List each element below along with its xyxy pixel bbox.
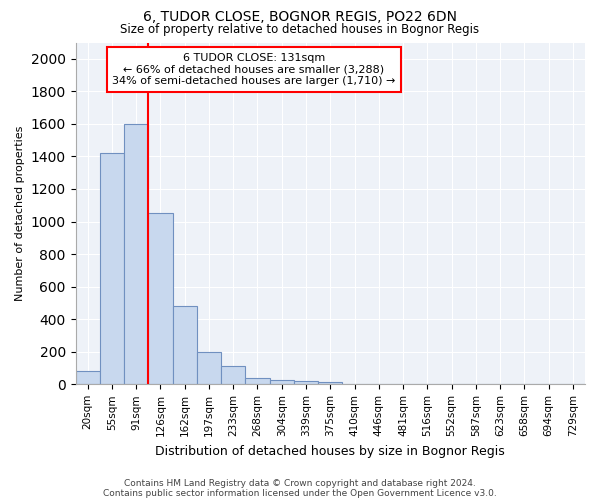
X-axis label: Distribution of detached houses by size in Bognor Regis: Distribution of detached houses by size …: [155, 444, 505, 458]
Y-axis label: Number of detached properties: Number of detached properties: [15, 126, 25, 301]
Bar: [76, 372, 100, 384]
Text: Contains HM Land Registry data © Crown copyright and database right 2024.: Contains HM Land Registry data © Crown c…: [124, 478, 476, 488]
Text: 6 TUDOR CLOSE: 131sqm
← 66% of detached houses are smaller (3,288)
34% of semi-d: 6 TUDOR CLOSE: 131sqm ← 66% of detached …: [112, 53, 395, 86]
Bar: [148, 214, 173, 384]
Bar: [221, 366, 245, 384]
Bar: [294, 381, 318, 384]
Bar: [245, 378, 269, 384]
Bar: [197, 352, 221, 384]
Bar: [173, 306, 197, 384]
Bar: [100, 153, 124, 384]
Bar: [269, 380, 294, 384]
Bar: [124, 124, 148, 384]
Text: Size of property relative to detached houses in Bognor Regis: Size of property relative to detached ho…: [121, 22, 479, 36]
Bar: [318, 382, 343, 384]
Text: 6, TUDOR CLOSE, BOGNOR REGIS, PO22 6DN: 6, TUDOR CLOSE, BOGNOR REGIS, PO22 6DN: [143, 10, 457, 24]
Text: Contains public sector information licensed under the Open Government Licence v3: Contains public sector information licen…: [103, 488, 497, 498]
